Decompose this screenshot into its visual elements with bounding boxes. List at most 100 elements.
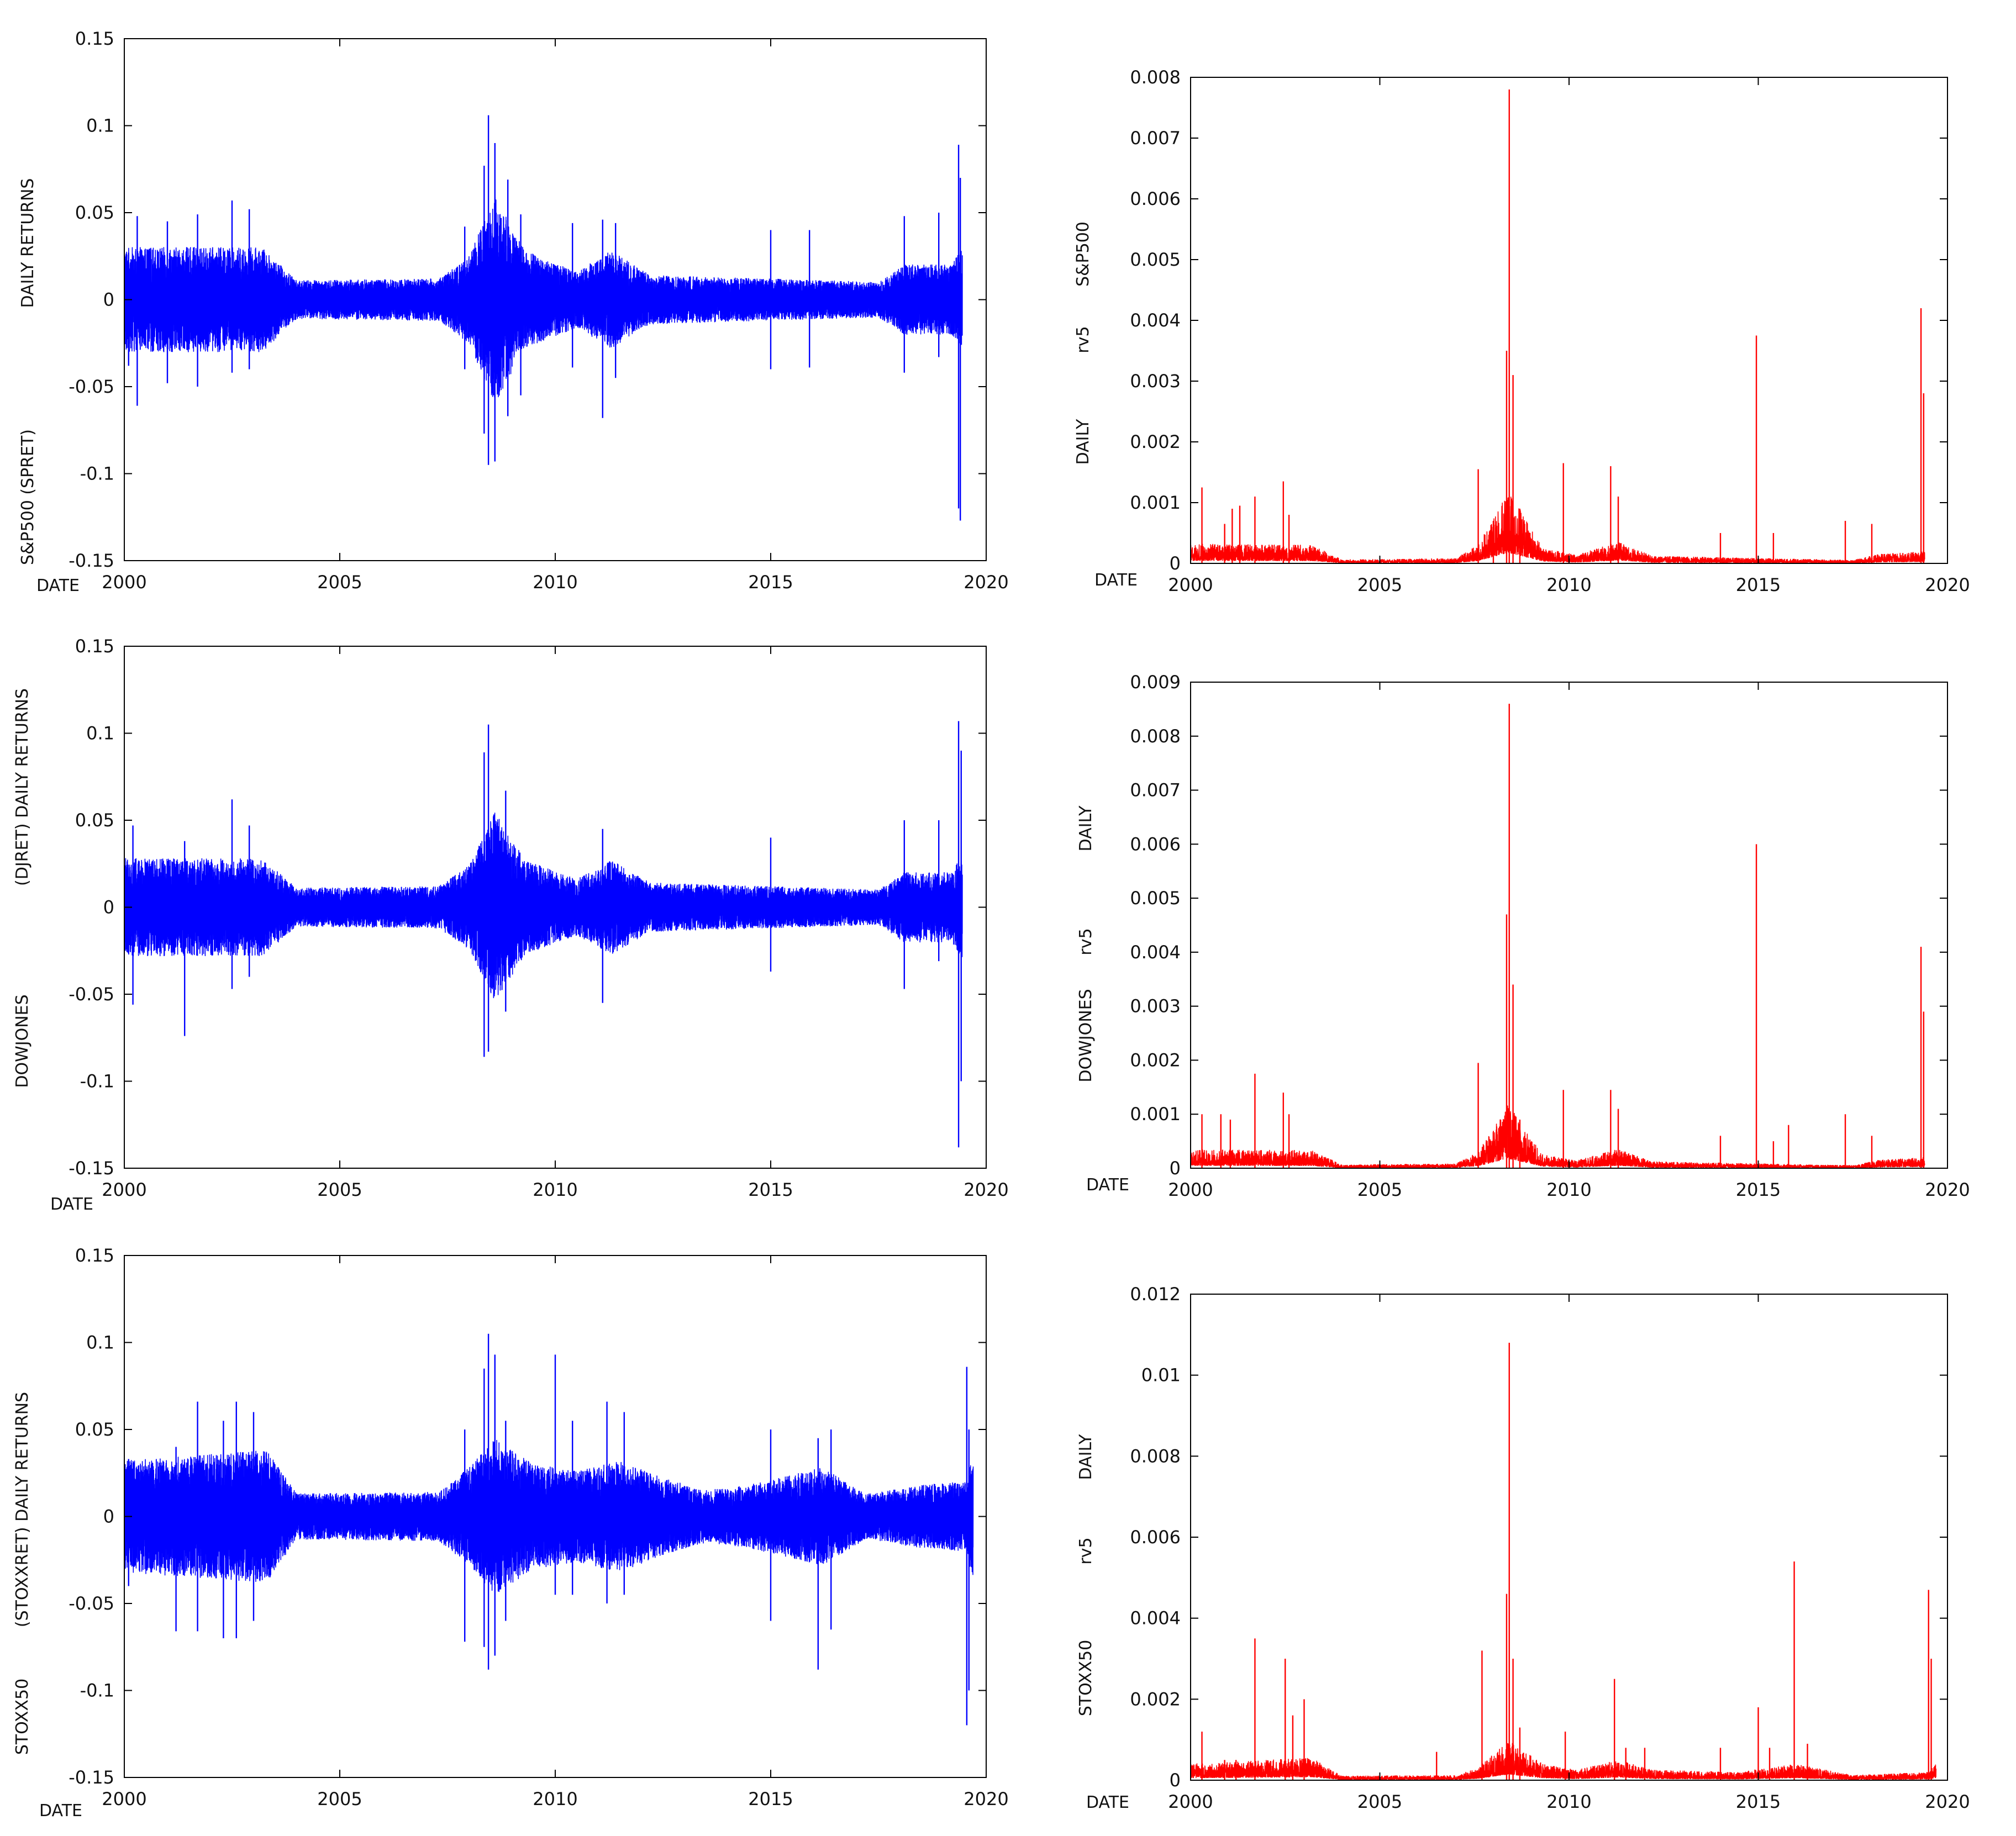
x-tick-label: 2015 xyxy=(1736,574,1781,595)
y-tick-label: 0.1 xyxy=(86,723,114,744)
y-tick-label: 0.15 xyxy=(75,1245,114,1266)
x-tick-label: 2020 xyxy=(1925,574,1970,595)
y-tick-label: 0.002 xyxy=(1130,431,1181,452)
y-axis-label: rv5 xyxy=(1076,928,1096,955)
y-tick-label: 0.003 xyxy=(1130,996,1181,1017)
y-axis-label: S&P500 (SPRET) xyxy=(18,429,38,565)
y-tick-label: 0.009 xyxy=(1130,672,1181,693)
y-tick-label: 0.15 xyxy=(75,636,114,657)
stoxx50-rv5-panel: 0 0.002 0.004 0.006 0.008 0.01 0.012 2000 2005 20… xyxy=(1072,1278,2016,1834)
y-axis-label: S&P500 xyxy=(1073,221,1093,287)
x-axis-label: DATE xyxy=(1086,1793,1129,1812)
y-tick-label: 0.008 xyxy=(1130,67,1181,88)
y-tick-label: 0.001 xyxy=(1130,492,1181,513)
y-tick-label: 0 xyxy=(103,289,114,310)
y-tick-label: 0.1 xyxy=(86,115,114,136)
x-tick-label: 2010 xyxy=(533,572,577,593)
y-tick-label: 0.003 xyxy=(1130,371,1181,392)
y-tick-label: 0 xyxy=(1170,553,1181,574)
y-axis-label: DAILY xyxy=(1076,1434,1096,1480)
series-line xyxy=(124,197,963,398)
y-tick-label: 0 xyxy=(1170,1158,1181,1179)
dowjones-daily-returns-panel: -0.15 -0.1 -0.05 0 0.05 0.1 0.15 2000 2005 2010 20… xyxy=(0,630,1028,1226)
x-tick-label: 2015 xyxy=(1736,1179,1781,1200)
y-axis-label: STOXX50 xyxy=(13,1679,32,1755)
y-tick-label: -0.15 xyxy=(69,1158,114,1179)
y-tick-label: 0.006 xyxy=(1130,188,1181,209)
x-tick-label: 2020 xyxy=(1925,1179,1970,1200)
stoxx50-daily-returns-panel: -0.15 -0.1 -0.05 0 0.05 0.1 0.15 2000 2005 2010 20… xyxy=(0,1239,1028,1834)
y-tick-label: 0.15 xyxy=(75,28,114,49)
plot-frame xyxy=(1190,77,1948,564)
y-tick-label: -0.15 xyxy=(69,1767,114,1788)
y-tick-label: 0 xyxy=(103,897,114,918)
x-tick-label: 2000 xyxy=(102,1788,146,1809)
x-tick-label: 2000 xyxy=(102,1179,146,1200)
x-tick-label: 2005 xyxy=(1357,574,1402,595)
x-tick-label: 2010 xyxy=(1546,1179,1591,1200)
y-tick-label: 0.007 xyxy=(1130,128,1181,149)
stoxx-rv5-chart-svg: 0 0.002 0.004 0.006 0.008 0.01 0.012 2000 2005 20… xyxy=(1076,1284,1970,1812)
spx-rv5-chart-svg: 0 0.001 0.002 0.003 0.004 0.005 0.006 0.007 0.00… xyxy=(1073,67,1970,595)
y-tick-label: 0.05 xyxy=(75,1419,114,1440)
x-tick-label: 2005 xyxy=(1357,1179,1402,1200)
y-tick-label: 0.1 xyxy=(86,1332,114,1353)
y-tick-label: 0.01 xyxy=(1141,1365,1181,1386)
spret-chart-svg: -0.15 -0.1 -0.05 0 0.05 0.1 0.15 2000 2005 2010 20… xyxy=(18,28,1009,595)
dj-rv5-chart-svg: 0 0.001 0.002 0.003 0.004 0.005 0.006 0.007 0.00… xyxy=(1076,672,1970,1200)
y-tick-label: 0.004 xyxy=(1130,1608,1181,1629)
x-tick-label: 2005 xyxy=(317,572,362,593)
dowjones-rv5-panel: 0 0.001 0.002 0.003 0.004 0.005 0.006 0.007 0.00… xyxy=(1072,666,2016,1218)
series-line xyxy=(1190,1743,1937,1780)
x-tick-label: 2015 xyxy=(1736,1791,1781,1812)
djret-chart-svg: -0.15 -0.1 -0.05 0 0.05 0.1 0.15 2000 2005 2010 20… xyxy=(13,636,1009,1214)
x-tick-label: 2005 xyxy=(317,1788,362,1809)
x-axis-label: DATE xyxy=(36,576,80,595)
y-tick-label: 0 xyxy=(103,1506,114,1527)
y-axis-label: DOWJONES xyxy=(1076,989,1096,1082)
y-tick-label: 0.006 xyxy=(1130,1527,1181,1548)
x-tick-label: 2020 xyxy=(964,1788,1008,1809)
x-tick-label: 2010 xyxy=(1546,1791,1591,1812)
series-line xyxy=(1190,1105,1925,1168)
x-tick-label: 2020 xyxy=(1925,1791,1970,1812)
y-axis-label: STOXX50 xyxy=(1076,1640,1096,1716)
x-axis-label: DATE xyxy=(39,1801,82,1821)
y-tick-label: -0.05 xyxy=(69,1593,114,1614)
y-axis-label: rv5 xyxy=(1073,326,1093,353)
y-tick-label: 0.004 xyxy=(1130,310,1181,331)
y-tick-label: 0.007 xyxy=(1130,780,1181,801)
y-tick-label: 0.005 xyxy=(1130,888,1181,909)
y-tick-label: 0.05 xyxy=(75,202,114,223)
y-tick-label: 0.004 xyxy=(1130,942,1181,963)
plot-frame xyxy=(1190,682,1948,1169)
x-tick-label: 2005 xyxy=(1357,1791,1402,1812)
y-tick-label: 0.012 xyxy=(1130,1284,1181,1305)
sp500-rv5-panel: 0 0.001 0.002 0.003 0.004 0.005 0.006 0.007 0.00… xyxy=(1072,61,2016,613)
y-axis-label: rv5 xyxy=(1076,1537,1096,1564)
x-tick-label: 2000 xyxy=(1168,574,1213,595)
y-tick-label: 0.005 xyxy=(1130,249,1181,270)
y-tick-label: -0.1 xyxy=(80,1680,114,1701)
x-tick-label: 2000 xyxy=(1168,1179,1213,1200)
stoxxret-chart-svg: -0.15 -0.1 -0.05 0 0.05 0.1 0.15 2000 2005 2010 20… xyxy=(13,1245,1009,1821)
x-tick-label: 2015 xyxy=(748,1788,793,1809)
x-axis-label: DATE xyxy=(1094,571,1138,590)
y-tick-label: 0.008 xyxy=(1130,1445,1181,1466)
y-tick-label: -0.1 xyxy=(80,1071,114,1092)
y-tick-label: 0.001 xyxy=(1130,1104,1181,1125)
x-tick-label: 2020 xyxy=(964,572,1008,593)
y-tick-label: 0.05 xyxy=(75,810,114,831)
y-tick-label: -0.05 xyxy=(69,984,114,1005)
y-tick-label: -0.05 xyxy=(69,376,114,397)
x-tick-label: 2020 xyxy=(964,1179,1008,1200)
y-axis-label: DAILY xyxy=(1076,805,1096,852)
y-axis-label: DAILY RETURNS xyxy=(18,178,38,308)
y-tick-label: 0.006 xyxy=(1130,833,1181,854)
y-axis-label: DOWJONES xyxy=(13,994,32,1088)
x-tick-label: 2015 xyxy=(748,572,793,593)
y-tick-label: 0 xyxy=(1170,1770,1181,1791)
y-tick-label: 0.002 xyxy=(1130,1049,1181,1070)
y-tick-label: -0.1 xyxy=(80,463,114,484)
